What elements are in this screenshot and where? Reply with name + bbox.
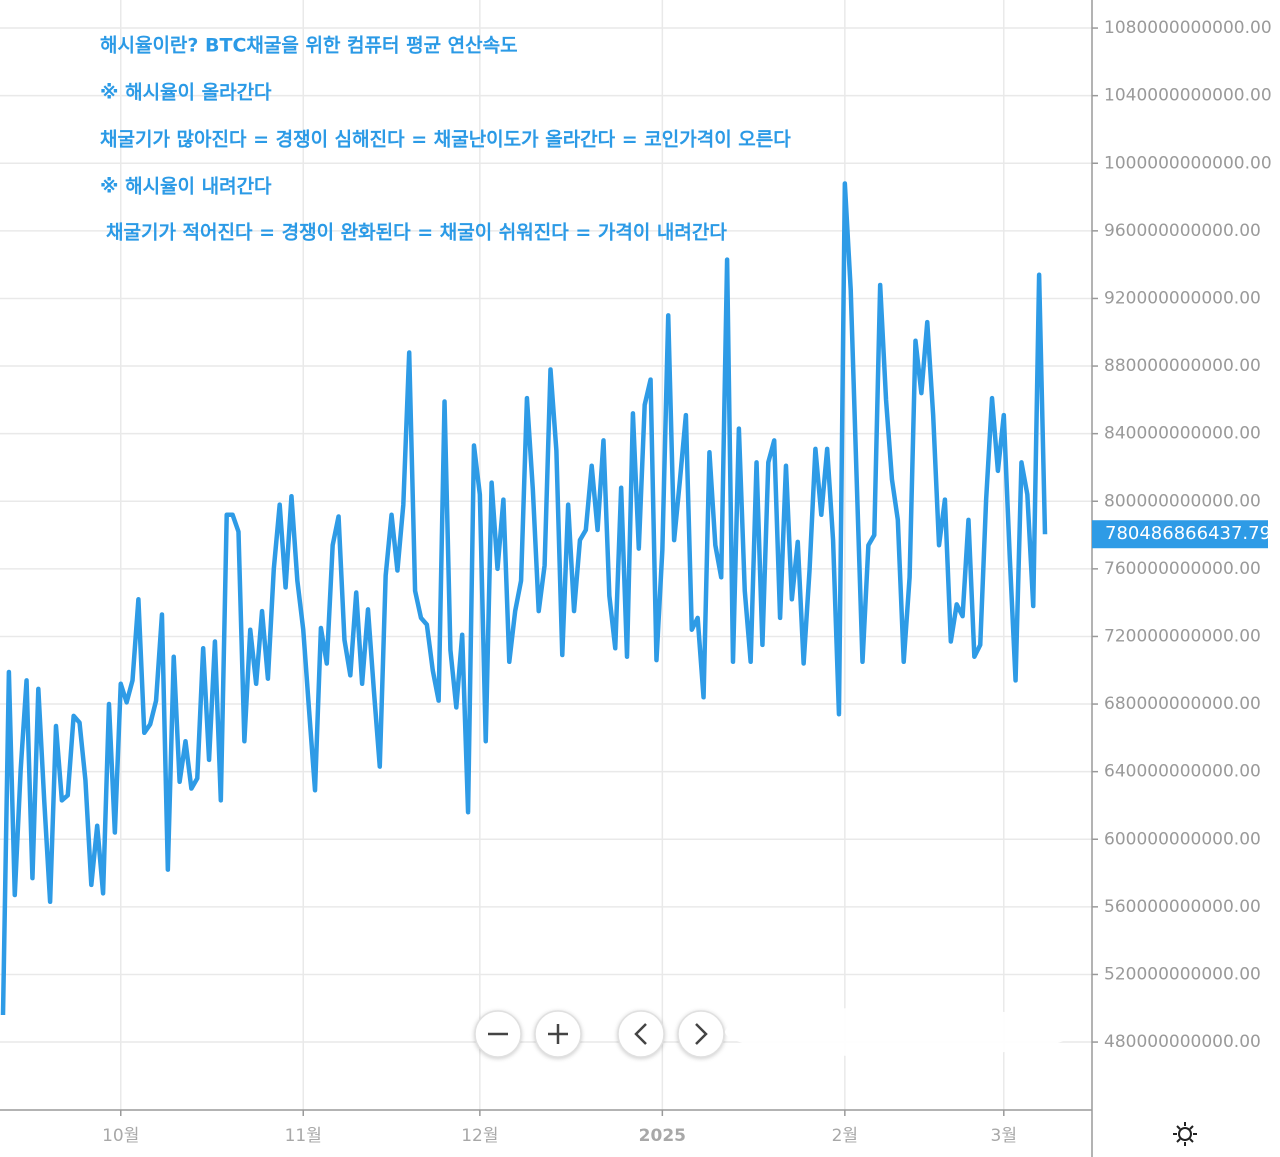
annotation: 해시율이란? BTC채굴을 위한 컴퓨터 평균 연산속도 [100,35,518,57]
x-tick-label: 2월 [832,1126,858,1146]
settings-icon[interactable] [1173,1122,1197,1146]
x-tick-label: 2025 [639,1126,686,1146]
y-tick-label: 800000000000.00 [1104,491,1261,511]
annotation: 채굴기가 적어진다 = 경쟁이 완화된다 = 채굴이 쉬워진다 = 가격이 내려… [106,222,727,244]
y-tick-label: 480000000000.00 [1104,1032,1261,1052]
y-tick-label: 1000000000000.00 [1104,153,1272,173]
x-tick-label: 3월 [991,1126,1017,1146]
y-tick-label: 720000000000.00 [1104,626,1261,646]
data-line [0,181,1048,1016]
x-tick-label: 11월 [285,1126,322,1146]
grid [0,0,1098,1116]
x-tick-label: 10월 [102,1126,139,1146]
labels: 480000000000.00 520000000000.00 5600000000… [102,18,1272,1146]
current-value-box [1092,520,1268,549]
annotation: ※ 해시율이 내려간다 [100,176,272,198]
annotation: 채굴기가 많아진다 = 경쟁이 심해진다 = 채굴난이도가 올라간다 = 코인가… [100,129,791,151]
y-tick-label: 600000000000.00 [1104,829,1261,849]
y-tick-label: 840000000000.00 [1104,424,1261,444]
y-tick-label: 560000000000.00 [1104,897,1261,917]
y-tick-label: 920000000000.00 [1104,288,1261,308]
y-tick-label: 760000000000.00 [1104,559,1261,579]
current-value-label: 780486866437.79 [1105,523,1271,544]
zoom-in-button[interactable] [534,1010,582,1058]
annotation: ※ 해시율이 올라간다 [100,82,272,104]
zoom-out-button[interactable] [474,1010,522,1058]
y-tick-label: 520000000000.00 [1104,964,1261,984]
marks [0,181,1048,1016]
blur-overlay [725,1007,1075,1057]
y-tick-label: 640000000000.00 [1104,762,1261,782]
x-tick-label: 12월 [461,1126,498,1146]
y-tick-label: 1040000000000.00 [1104,86,1272,106]
y-tick-label: 1080000000000.00 [1104,18,1272,38]
scroll-right-button[interactable] [677,1010,725,1058]
scroll-left-button[interactable] [617,1010,665,1058]
y-tick-label: 680000000000.00 [1104,694,1261,714]
y-tick-label: 880000000000.00 [1104,356,1261,376]
y-tick-label: 960000000000.00 [1104,221,1261,241]
